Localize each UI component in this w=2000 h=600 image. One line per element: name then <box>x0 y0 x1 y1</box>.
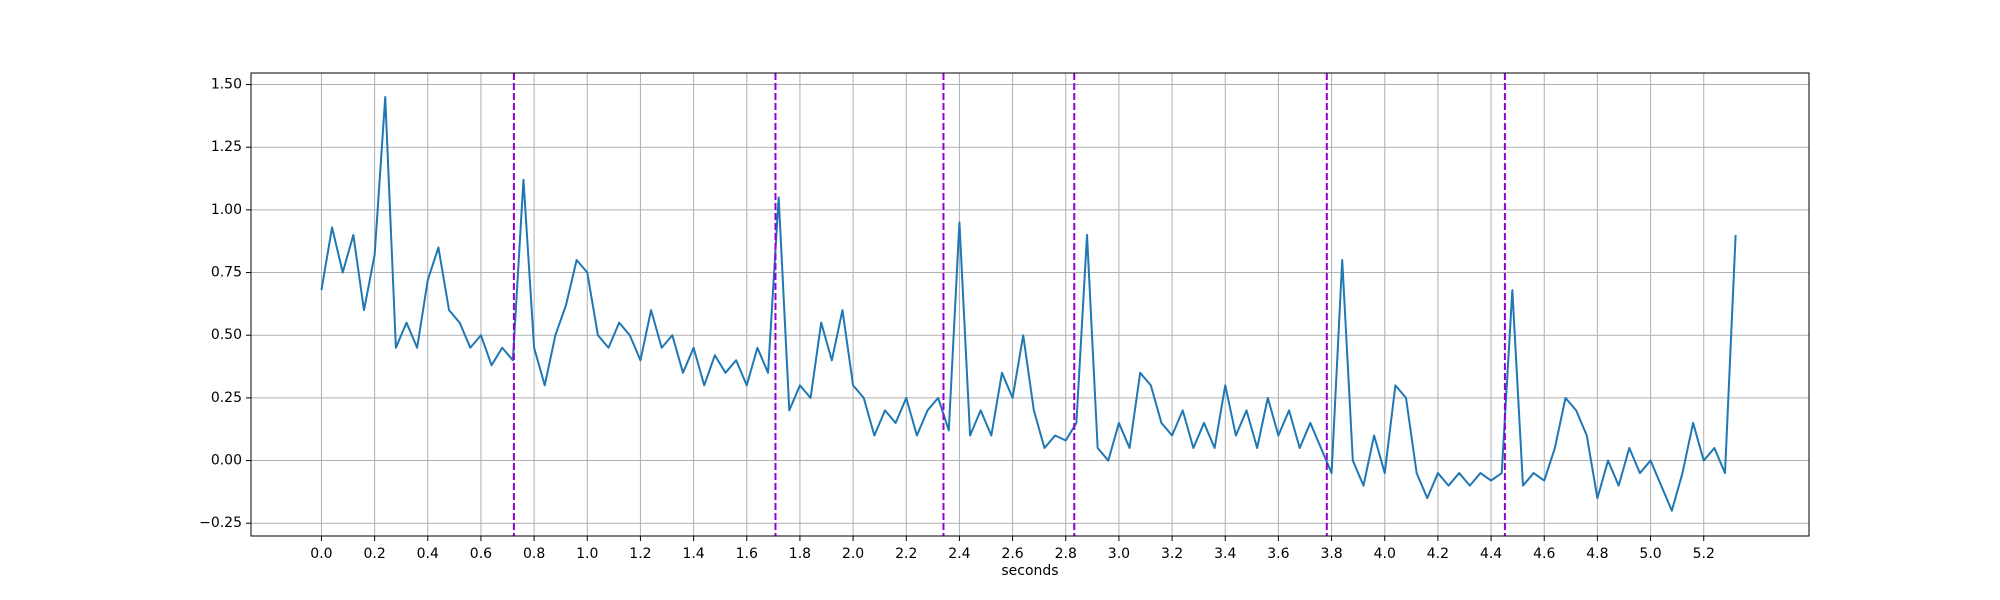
x-tick-label: 4.8 <box>1586 546 1608 562</box>
x-tick-label: 3.0 <box>1108 546 1130 562</box>
y-tick-label: −0.25 <box>199 515 242 531</box>
x-tick-label: 2.2 <box>895 546 917 562</box>
y-tick-label: 1.50 <box>211 77 242 93</box>
x-tick-label: 1.8 <box>789 546 811 562</box>
y-tick-label: 0.50 <box>211 327 242 343</box>
x-tick-label: 5.0 <box>1639 546 1661 562</box>
y-tick-label: 0.75 <box>211 265 242 281</box>
x-tick-label: 0.0 <box>310 546 332 562</box>
x-tick-label: 4.6 <box>1533 546 1555 562</box>
x-tick-label: 2.0 <box>842 546 864 562</box>
x-tick-label: 3.6 <box>1267 546 1289 562</box>
x-tick-label: 0.4 <box>417 546 439 562</box>
y-tick-label: 0.00 <box>211 453 242 469</box>
x-tick-label: 1.2 <box>629 546 651 562</box>
x-tick-label: 5.2 <box>1693 546 1715 562</box>
data-line <box>320 96 1737 512</box>
x-tick-label: 1.0 <box>576 546 598 562</box>
x-tick-label: 2.8 <box>1055 546 1077 562</box>
x-tick-label: 4.4 <box>1480 546 1502 562</box>
y-tick-label: 0.25 <box>211 390 242 406</box>
x-tick-label: 4.2 <box>1427 546 1449 562</box>
x-tick-label: 0.8 <box>523 546 545 562</box>
x-tick-label: 4.0 <box>1374 546 1396 562</box>
x-axis-label: seconds <box>1001 563 1058 579</box>
y-tick-label: 1.25 <box>211 139 242 155</box>
x-tick-label: 2.4 <box>948 546 970 562</box>
plot-frame <box>250 72 1810 537</box>
x-tick-label: 3.2 <box>1161 546 1183 562</box>
x-tick-label: 0.2 <box>363 546 385 562</box>
x-tick-label: 1.4 <box>682 546 704 562</box>
x-tick-label: 2.6 <box>1001 546 1023 562</box>
y-tick-label: 1.00 <box>211 202 242 218</box>
x-tick-label: 3.4 <box>1214 546 1236 562</box>
x-tick-label: 3.8 <box>1320 546 1342 562</box>
x-tick-label: 0.6 <box>470 546 492 562</box>
x-tick-label: 1.6 <box>736 546 758 562</box>
